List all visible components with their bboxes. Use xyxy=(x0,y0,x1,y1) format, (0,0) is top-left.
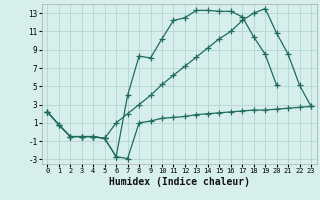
X-axis label: Humidex (Indice chaleur): Humidex (Indice chaleur) xyxy=(109,177,250,187)
